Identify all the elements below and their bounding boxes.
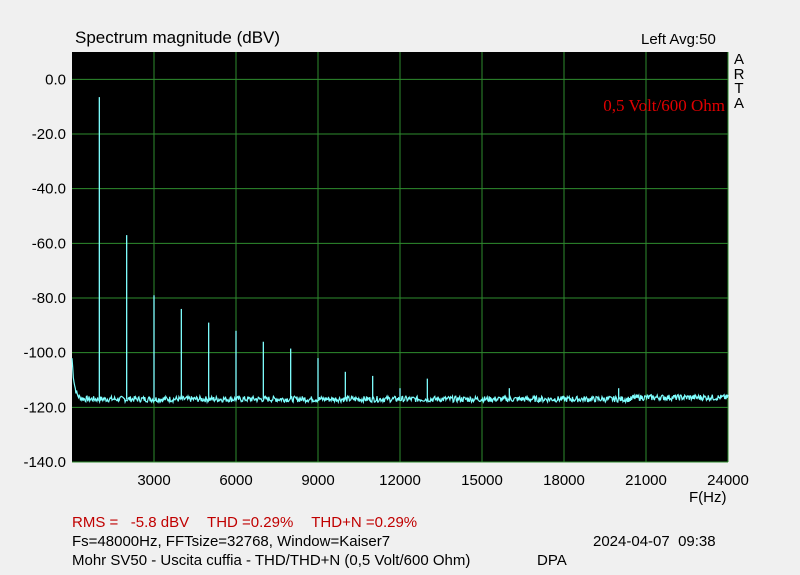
brand-letter: R [733,65,745,83]
x-tick-label: 9000 [301,472,334,489]
thd-value: THD =0.29% [207,514,294,531]
chart-title: Spectrum magnitude (dBV) [75,28,281,47]
y-tick-label: -20.0 [32,126,66,143]
brand-letter: A [733,51,744,68]
y-tick-label: -140.0 [23,454,66,471]
brand-letter: T [734,80,744,97]
fft-parameters: Fs=48000Hz, FFTsize=32768, Window=Kaiser… [72,533,391,550]
y-tick-label: -120.0 [23,399,66,416]
thdn-value: THD+N =0.29% [311,514,418,531]
measurement-description: Mohr SV50 - Uscita cuffia - THD/THD+N (0… [72,552,471,569]
arta-vertical-brand: A R T A [733,51,745,112]
measurement-datetime: 2024-04-07 09:38 [593,533,716,550]
y-tick-label: -40.0 [32,181,66,198]
x-tick-label: 3000 [137,472,170,489]
y-tick-label: 0.0 [45,71,66,88]
y-tick-label: -100.0 [23,345,66,362]
x-tick-label: 15000 [461,472,503,489]
measurement-stats: RMS = -5.8 dBV THD =0.29% THD+N =0.29% [72,514,431,531]
y-tick-label: -80.0 [32,290,66,307]
author-tag: DPA [537,552,567,569]
x-axis-unit: F(Hz) [689,489,727,506]
brand-letter: A [733,94,744,112]
x-tick-label: 21000 [625,472,667,489]
x-tick-label: 24000 [707,472,749,489]
measurement-level-annotation: 0,5 Volt/600 Ohm [603,96,725,115]
x-tick-label: 18000 [543,472,585,489]
x-tick-label: 6000 [219,472,252,489]
rms-value: RMS = -5.8 dBV [72,514,190,531]
y-tick-label: -60.0 [32,235,66,252]
channel-avg-label: Left Avg:50 [641,31,716,48]
x-tick-label: 12000 [379,472,421,489]
